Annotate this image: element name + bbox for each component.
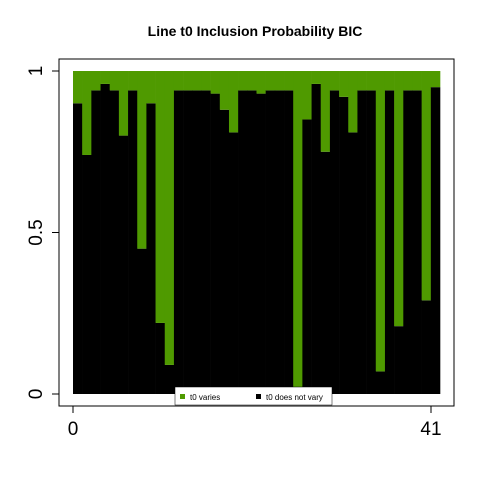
bar-not-varies [219,109,230,394]
bar-not-varies [201,90,211,394]
bar-varies [118,71,129,136]
bar-not-varies [348,132,358,394]
bar-not-varies [155,322,166,394]
bar-not-varies [91,90,101,394]
bar-varies [137,71,147,249]
bar-varies [100,71,111,84]
bar-varies [201,71,211,91]
bar-varies [366,71,377,91]
bar-varies [164,71,175,365]
bar-varies [219,71,230,110]
x-tick-label: 0 [68,419,79,440]
bar-varies [73,71,83,104]
bar-varies [293,71,303,388]
bar-varies [430,71,441,88]
bar-not-varies [430,87,441,395]
bar-not-varies [394,326,404,394]
bar-varies [302,71,312,120]
bar-varies [256,71,266,94]
bar-varies [357,71,367,91]
bar-varies [384,71,395,91]
bar-not-varies [357,90,367,394]
bar-varies [210,71,221,94]
bar-varies [265,71,276,91]
bar-not-varies [320,151,331,394]
bar-varies [128,71,138,91]
bar-varies [91,71,101,91]
bar-varies [183,71,193,91]
bar-varies [173,71,184,91]
legend-swatch-not-varies [256,394,261,399]
bar-varies [274,71,285,91]
bar-not-varies [109,90,120,394]
bar-not-varies [274,90,285,394]
bar-not-varies [375,371,386,394]
bar-not-varies [82,154,92,394]
bar-not-varies [256,93,266,395]
axes-layer: 0 41 0 0.5 1 [26,66,442,440]
legend-label-not-varies: t0 does not vary [266,393,323,402]
bar-not-varies [366,90,377,394]
bar-varies [311,71,322,84]
legend: t0 varies t0 does not vary [174,386,333,406]
bar-varies [394,71,404,327]
bar-not-varies [210,93,221,395]
bar-not-varies [412,90,422,394]
bar-not-varies [183,90,193,394]
y-tick-label: 1 [26,66,47,77]
legend-box [174,386,333,406]
bar-not-varies [137,248,147,394]
bar-not-varies [265,90,276,394]
bar-varies [238,71,248,91]
bar-not-varies [146,103,156,395]
x-tick-label: 41 [420,419,441,440]
bar-varies [412,71,422,91]
bar-varies [339,71,349,97]
bar-not-varies [421,300,432,394]
bar-not-varies [384,90,395,394]
bar-not-varies [100,83,111,395]
bar-varies [421,71,432,301]
bar-varies [155,71,166,323]
bar-not-varies [164,364,175,394]
bar-not-varies [403,90,413,394]
bar-not-varies [311,83,322,395]
legend-swatch-varies [180,394,185,399]
bar-not-varies [128,90,138,394]
chart-title: Line t0 Inclusion Probability BIC [148,23,363,39]
bar-varies [348,71,358,133]
y-tick-label: 0.5 [26,219,47,245]
bar-varies [320,71,331,152]
bar-varies [109,71,120,91]
bar-not-varies [339,96,349,394]
bar-not-varies [238,90,248,394]
bar-not-varies [228,132,239,394]
bars-layer [73,71,441,395]
bar-not-varies [73,103,83,395]
bar-not-varies [329,90,340,394]
bar-not-varies [247,90,257,394]
bar-varies [146,71,156,104]
bar-varies [228,71,239,133]
bar-not-varies [192,90,202,394]
bar-varies [375,71,386,372]
bar-not-varies [173,90,184,394]
bar-varies [192,71,202,91]
bar-not-varies [284,90,294,394]
bar-varies [247,71,257,91]
bar-varies [329,71,340,91]
legend-label-varies: t0 varies [190,393,220,402]
bar-varies [403,71,413,91]
bar-varies [82,71,92,155]
y-tick-label: 0 [26,389,47,400]
bar-not-varies [302,119,312,394]
bar-not-varies [118,135,129,394]
bar-varies [284,71,294,91]
